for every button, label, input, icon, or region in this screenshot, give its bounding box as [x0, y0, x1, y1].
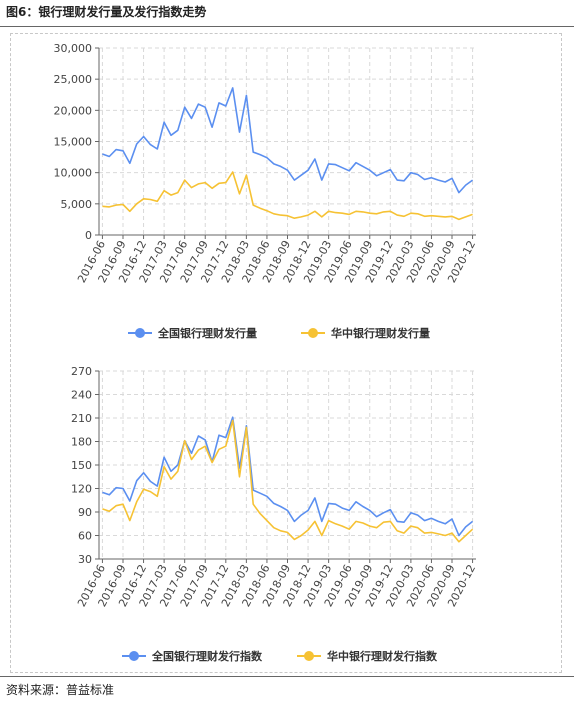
volume-ytick-label: 15,000	[54, 136, 93, 149]
index-ytick-label: 90	[78, 506, 92, 519]
index-ytick-label: 210	[71, 412, 92, 425]
volume-ytick-label: 25,000	[54, 73, 93, 86]
index-legend-marker	[304, 651, 314, 661]
index-ytick-label: 120	[71, 483, 92, 496]
index-ytick-label: 240	[71, 389, 92, 402]
volume-legend-item-2[interactable]: 华中银行理财发行量	[301, 326, 430, 340]
volume-series-line-2	[102, 171, 473, 221]
volume-ytick-label: 20,000	[54, 104, 93, 117]
chart-panel	[10, 33, 562, 673]
title-rule	[0, 26, 574, 27]
volume-ytick-label: 10,000	[54, 167, 93, 180]
volume-ytick-label: 30,000	[54, 42, 93, 55]
index-legend-item-1[interactable]: 全国银行理财发行指数	[122, 649, 263, 663]
index-ytick-label: 30	[78, 553, 92, 566]
volume-ytick-label: 5,000	[61, 198, 93, 211]
index-ytick-label: 60	[78, 530, 92, 543]
index-series-line-1	[102, 416, 474, 537]
index-series-line-2	[102, 419, 474, 543]
volume-ytick-label: 0	[85, 229, 92, 242]
index-legend-label: 华中银行理财发行指数	[327, 649, 438, 663]
bottom-rule	[0, 676, 574, 677]
index-chart: 3060901201501802102402702016-062016-0920…	[71, 365, 478, 663]
index-ytick-label: 180	[71, 436, 92, 449]
index-legend-label: 全国银行理财发行指数	[151, 649, 263, 663]
volume-chart: 05,00010,00015,00020,00025,00030,0002016…	[54, 42, 479, 340]
volume-legend-marker	[135, 328, 145, 338]
source-note: 资料来源：普益标准	[6, 683, 115, 697]
index-ytick-label: 150	[71, 459, 92, 472]
volume-legend-label: 全国银行理财发行量	[157, 326, 257, 340]
index-legend-marker	[129, 651, 139, 661]
index-ytick-label: 270	[71, 365, 92, 378]
volume-legend-label: 华中银行理财发行量	[331, 326, 430, 340]
volume-legend-item-1[interactable]: 全国银行理财发行量	[128, 326, 257, 340]
volume-series-line-1	[102, 87, 474, 194]
volume-legend-marker	[308, 328, 318, 338]
figure-title: 图6：银行理财发行量及发行指数走势	[6, 5, 207, 19]
index-legend-item-2[interactable]: 华中银行理财发行指数	[297, 649, 438, 663]
